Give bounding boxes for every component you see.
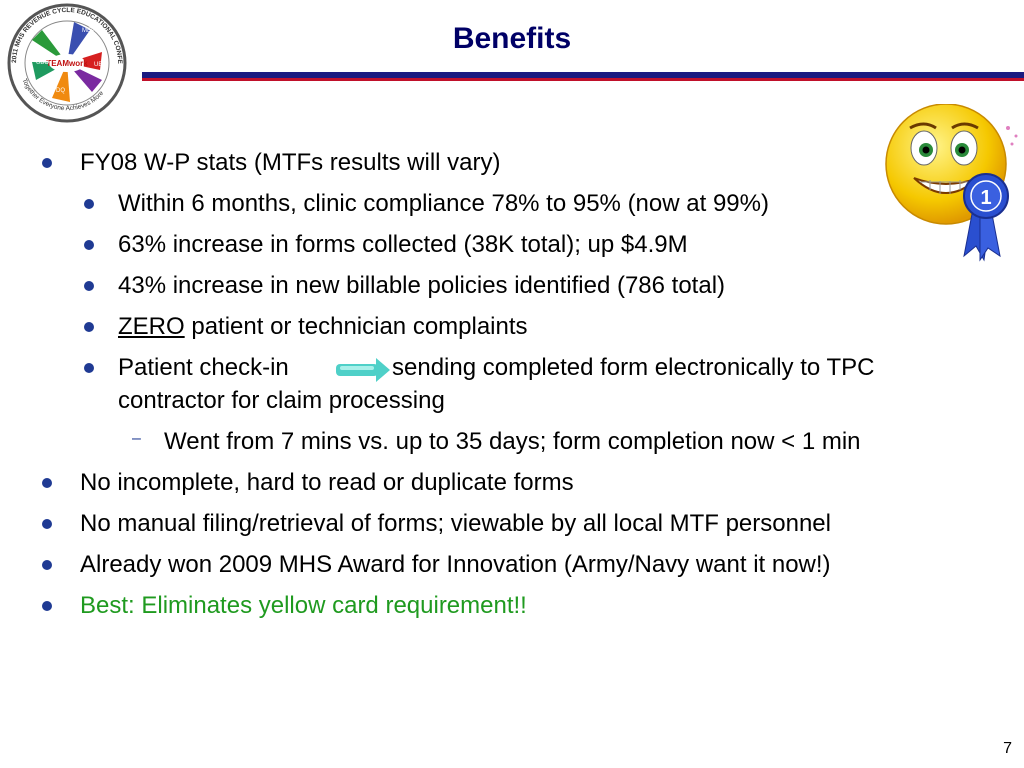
bullet-item: No manual filing/retrieval of forms; vie…	[80, 510, 831, 537]
bullet-item-highlight: Best: Eliminates yellow card requirement…	[80, 592, 527, 619]
bullet-marker	[84, 240, 94, 250]
svg-text:UBU: UBU	[94, 62, 107, 68]
bullet-subitem-part1: Patient check-in	[118, 354, 289, 381]
bullet-item: Already won 2009 MHS Award for Innovatio…	[80, 551, 831, 578]
title-divider-accent	[142, 78, 1024, 81]
bullet-subitem: ZERO patient or technician complaints	[118, 310, 528, 343]
svg-text:DQ: DQ	[56, 88, 65, 94]
ribbon-badge: 1	[980, 187, 991, 209]
bullet-marker	[84, 322, 94, 332]
bullet-subitem: 63% increase in forms collected (38K tot…	[118, 231, 688, 258]
svg-text:TEAMwork: TEAMwork	[46, 59, 88, 68]
dash-marker: –	[132, 430, 141, 447]
bullet-marker	[42, 158, 52, 168]
right-arrow-icon	[336, 358, 390, 382]
bullet-marker	[42, 601, 52, 611]
bullet-subitem-part2: sending completed form electronically to…	[392, 354, 875, 381]
bullet-marker	[42, 478, 52, 488]
zero-emphasis: ZERO	[118, 313, 185, 340]
bullet-subitem: 43% increase in new billable policies id…	[118, 272, 726, 299]
bullet-subsubitem: Went from 7 mins vs. up to 35 days; form…	[164, 428, 861, 455]
bullet-marker	[84, 363, 94, 373]
bullet-subitem: Within 6 months, clinic compliance 78% t…	[118, 190, 769, 217]
conference-logo-icon: TEAMwork MEPRS UBO UBU DQ 2011 MHS REVEN…	[2, 2, 127, 123]
bullet-item: No incomplete, hard to read or duplicate…	[80, 469, 574, 496]
bullet-subitem-text: patient or technician complaints	[184, 313, 528, 340]
svg-text:MEPRS: MEPRS	[82, 28, 103, 34]
smiley-first-place-ribbon-icon: 1	[885, 104, 1018, 262]
svg-text:UBO: UBO	[36, 60, 49, 66]
bullet-marker	[42, 560, 52, 570]
bullet-subitem-line2: contractor for claim processing	[118, 387, 445, 414]
title-divider	[142, 72, 1024, 78]
bullet-marker	[84, 199, 94, 209]
page-number: 7	[1003, 740, 1012, 757]
bullet-marker	[42, 519, 52, 529]
bullet-marker	[84, 281, 94, 291]
page-title: Benefits	[452, 22, 572, 55]
bullet-item: FY08 W-P stats (MTFs results will vary)	[80, 149, 501, 176]
